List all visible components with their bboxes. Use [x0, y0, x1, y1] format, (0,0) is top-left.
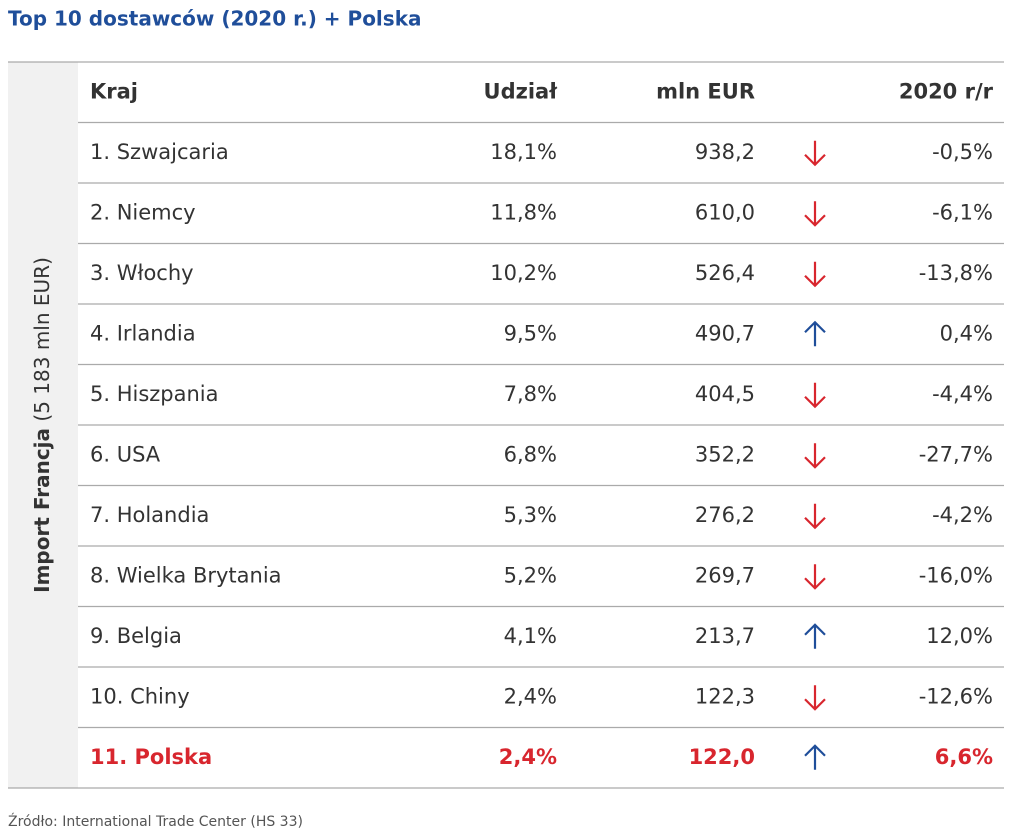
cell: 3. Włochy: [90, 261, 194, 285]
cell: 213,7: [695, 624, 755, 648]
cell: -4,4%: [932, 382, 993, 406]
cell: 7,8%: [504, 382, 557, 406]
cell: 610,0: [695, 200, 755, 224]
cell: 5,2%: [504, 563, 557, 587]
header-cell: Udział: [484, 79, 559, 103]
cell: 10. Chiny: [90, 684, 190, 708]
header-cell: Kraj: [90, 79, 138, 103]
cell: -0,5%: [932, 140, 993, 164]
cell: 12,0%: [926, 624, 993, 648]
arrow-down: [804, 261, 826, 288]
cell: -12,6%: [919, 684, 993, 708]
side-label-normal: (5 183 mln EUR): [30, 257, 54, 421]
cell: 7. Holandia: [90, 503, 209, 527]
cell: 8. Wielka Brytania: [90, 563, 282, 587]
cell: 2,4%: [499, 745, 557, 769]
header-cell: mln EUR: [656, 79, 755, 103]
cell: 352,2: [695, 442, 755, 466]
cell: 526,4: [695, 261, 755, 285]
cell: 276,2: [695, 503, 755, 527]
cell: 9. Belgia: [90, 624, 182, 648]
cell: 11,8%: [490, 200, 557, 224]
arrow-down: [804, 382, 826, 409]
arrow-down: [804, 685, 826, 711]
arrow-up: [804, 623, 826, 649]
cell: -13,8%: [919, 261, 993, 285]
cell: 269,7: [695, 563, 755, 587]
cell: 5. Hiszpania: [90, 382, 219, 406]
source: Źródło: International Trade Center (HS 3…: [8, 812, 303, 830]
cell: 938,2: [695, 140, 755, 164]
cell: 5,3%: [504, 503, 557, 527]
cell: 11. Polska: [90, 745, 212, 769]
header-cell: 2020 r/r: [899, 79, 994, 103]
side-label: Import Francja (5 183 mln EUR): [30, 257, 54, 593]
cell: 4. Irlandia: [90, 321, 196, 345]
cell: 6,8%: [504, 442, 557, 466]
side-band: [8, 62, 78, 788]
cell: 6. USA: [90, 442, 161, 466]
cell: 2. Niemcy: [90, 200, 196, 224]
arrow-down: [804, 443, 826, 469]
cell: 9,5%: [504, 321, 557, 345]
cell: 1. Szwajcaria: [90, 140, 229, 164]
arrow-down: [804, 201, 826, 227]
cell: 18,1%: [490, 140, 557, 164]
cell: -16,0%: [919, 563, 993, 587]
title: Top 10 dostawców (2020 r.) + Polska: [8, 7, 422, 31]
cell: 4,1%: [504, 624, 557, 648]
arrow-up: [804, 320, 826, 347]
cell: -6,1%: [932, 200, 993, 224]
cell: 2,4%: [504, 684, 557, 708]
cell: -4,2%: [932, 503, 993, 527]
arrow-down: [804, 140, 826, 167]
arrow-down: [804, 503, 826, 530]
cell: 122,3: [695, 684, 755, 708]
cell: 490,7: [695, 321, 755, 345]
cell: -27,7%: [919, 442, 993, 466]
cell: 0,4%: [940, 321, 993, 345]
side-label-bold: Import Francja: [30, 428, 54, 593]
arrow-down: [804, 564, 826, 590]
cell: 122,0: [689, 745, 755, 769]
cell: 10,2%: [490, 261, 557, 285]
arrow-up: [804, 744, 826, 770]
cell: 6,6%: [935, 745, 993, 769]
cell: 404,5: [695, 382, 755, 406]
